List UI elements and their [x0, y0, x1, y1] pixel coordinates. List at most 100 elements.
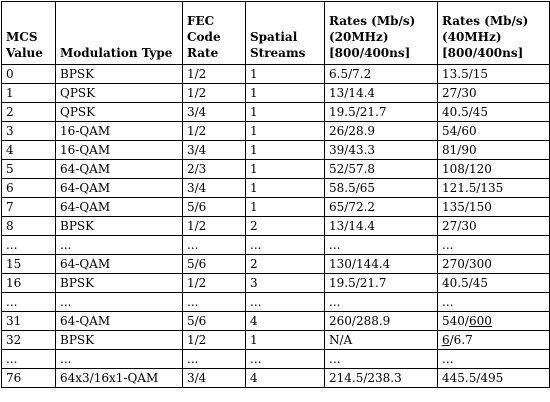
rate-20mhz-cell: ... [324, 349, 438, 369]
spatial-streams-cell: 1 [245, 121, 325, 141]
modulation-type-cell: ... [55, 292, 183, 312]
rate-40mhz-cell: 54/60 [437, 121, 550, 141]
header-line: MCS [6, 30, 38, 44]
header-line: Rates (Mb/s) [329, 14, 416, 28]
rates-20mhz-header: Rates (Mb/s) (20MHz) [800/400ns] [324, 1, 438, 65]
mcs-value-cell: 2 [1, 102, 56, 122]
spatial-streams-header: Spatial Streams [245, 1, 325, 65]
header-line: (20MHz) [329, 30, 389, 44]
spatial-streams-cell: ... [245, 349, 325, 369]
fec-rate-cell: 5/6 [182, 311, 246, 331]
spatial-streams-cell: ... [245, 292, 325, 312]
table-row: .................. [1, 349, 550, 369]
rate-20mhz-cell: 13/14.4 [324, 216, 438, 236]
header-line: Spatial [250, 30, 298, 44]
rate-20mhz-cell: ... [324, 235, 438, 255]
mcs-value-cell: 1 [1, 83, 56, 103]
mcs-value-cell: 0 [1, 64, 56, 84]
spatial-streams-cell: 3 [245, 273, 325, 293]
table-row: .................. [1, 235, 550, 255]
rate-40mhz-cell: 81/90 [437, 140, 550, 160]
modulation-type-cell: ... [55, 235, 183, 255]
modulation-type-cell: QPSK [55, 102, 183, 122]
rate-20mhz-cell: 19.5/21.7 [324, 273, 438, 293]
rate-40mhz-cell: ... [437, 349, 550, 369]
rate-40mhz-cell: 540/600 [437, 311, 550, 331]
table-row: 8 BPSK 1/2 2 13/14.4 27/30 [1, 216, 550, 236]
spatial-streams-cell: 1 [245, 178, 325, 198]
mcs-value-cell: 5 [1, 159, 56, 179]
rate-20mhz-cell: 65/72.2 [324, 197, 438, 217]
rate-20mhz-cell: N/A [324, 330, 438, 350]
modulation-type-cell: 64x3/16x1-QAM [55, 368, 183, 388]
rate-20mhz-cell: 39/43.3 [324, 140, 438, 160]
rate-20mhz-cell: 260/288.9 [324, 311, 438, 331]
fec-rate-cell: 1/2 [182, 64, 246, 84]
fec-rate-cell: 2/3 [182, 159, 246, 179]
mcs-value-cell: 32 [1, 330, 56, 350]
mcs-value-cell: ... [1, 235, 56, 255]
fec-rate-cell: ... [182, 349, 246, 369]
rate-40mhz-cell: 40.5/45 [437, 102, 550, 122]
mcs-value-header: MCS Value [1, 1, 56, 65]
rate-40mhz-cell: 108/120 [437, 159, 550, 179]
spatial-streams-cell: 1 [245, 83, 325, 103]
modulation-type-cell: 64-QAM [55, 159, 183, 179]
mcs-value-cell: 3 [1, 121, 56, 141]
table-row: 15 64-QAM 5/6 2 130/144.4 270/300 [1, 254, 550, 274]
mcs-value-cell: 15 [1, 254, 56, 274]
rate-40mhz-cell: 40.5/45 [437, 273, 550, 293]
header-line: Code [187, 30, 221, 44]
header-line: Rate [187, 46, 219, 60]
spatial-streams-cell: 4 [245, 311, 325, 331]
rate-20mhz-cell: ... [324, 292, 438, 312]
rate-40mhz-cell: ... [437, 292, 550, 312]
header-line: [800/400ns] [442, 46, 524, 60]
mcs-value-cell: ... [1, 349, 56, 369]
table-row: 76 64x3/16x1-QAM 3/4 4 214.5/238.3 445.5/495 [1, 368, 550, 388]
rate-40mhz-cell: 6/6.7 [437, 330, 550, 350]
rate-20mhz-cell: 58.5/65 [324, 178, 438, 198]
table-body: 0 BPSK 1/2 1 6.5/7.2 13.5/15 1 QPSK 1/2 1 13/14.4 2… [1, 64, 550, 388]
mcs-value-cell: 16 [1, 273, 56, 293]
modulation-type-cell: 64-QAM [55, 197, 183, 217]
table-row: 6 64-QAM 3/4 1 58.5/65 121.5/135 [1, 178, 550, 198]
fec-rate-cell: 3/4 [182, 102, 246, 122]
rate-40mhz-cell: 270/300 [437, 254, 550, 274]
table-header: MCS Value Modulation Type FEC Code Rate Spatia… [1, 1, 550, 65]
mcs-rate-table: MCS Value Modulation Type FEC Code Rate Spatia… [1, 1, 550, 388]
fec-rate-cell: 3/4 [182, 178, 246, 198]
table-row: 1 QPSK 1/2 1 13/14.4 27/30 [1, 83, 550, 103]
mcs-value-cell: 7 [1, 197, 56, 217]
spatial-streams-cell: 2 [245, 216, 325, 236]
spatial-streams-cell: 1 [245, 159, 325, 179]
header-row: MCS Value Modulation Type FEC Code Rate Spatia… [1, 1, 550, 65]
table-row: 32 BPSK 1/2 1 N/A 6/6.7 [1, 330, 550, 350]
header-line: (40MHz) [442, 30, 502, 44]
rate-40mhz-cell: ... [437, 235, 550, 255]
rate-40mhz-cell: 135/150 [437, 197, 550, 217]
header-line: [800/400ns] [329, 46, 411, 60]
table-row: 0 BPSK 1/2 1 6.5/7.2 13.5/15 [1, 64, 550, 84]
rate-20mhz-cell: 52/57.8 [324, 159, 438, 179]
modulation-type-cell: BPSK [55, 64, 183, 84]
fec-code-rate-header: FEC Code Rate [182, 1, 246, 65]
modulation-type-cell: BPSK [55, 273, 183, 293]
rate-40mhz-cell: 445.5/495 [437, 368, 550, 388]
rate-40mhz-cell: 13.5/15 [437, 64, 550, 84]
modulation-type-cell: 64-QAM [55, 254, 183, 274]
rate-20mhz-cell: 214.5/238.3 [324, 368, 438, 388]
mcs-value-cell: 76 [1, 368, 56, 388]
spatial-streams-cell: 1 [245, 197, 325, 217]
mcs-value-cell: 6 [1, 178, 56, 198]
mcs-value-cell: ... [1, 292, 56, 312]
spatial-streams-cell: 1 [245, 330, 325, 350]
rate-20mhz-cell: 13/14.4 [324, 83, 438, 103]
fec-rate-cell: 1/2 [182, 330, 246, 350]
underlined-value: 6 [442, 333, 450, 347]
rates-40mhz-header: Rates (Mb/s) (40MHz) [800/400ns] [437, 1, 550, 65]
modulation-type-cell: 16-QAM [55, 121, 183, 141]
modulation-type-cell: 16-QAM [55, 140, 183, 160]
modulation-type-cell: QPSK [55, 83, 183, 103]
table-row: 2 QPSK 3/4 1 19.5/21.7 40.5/45 [1, 102, 550, 122]
